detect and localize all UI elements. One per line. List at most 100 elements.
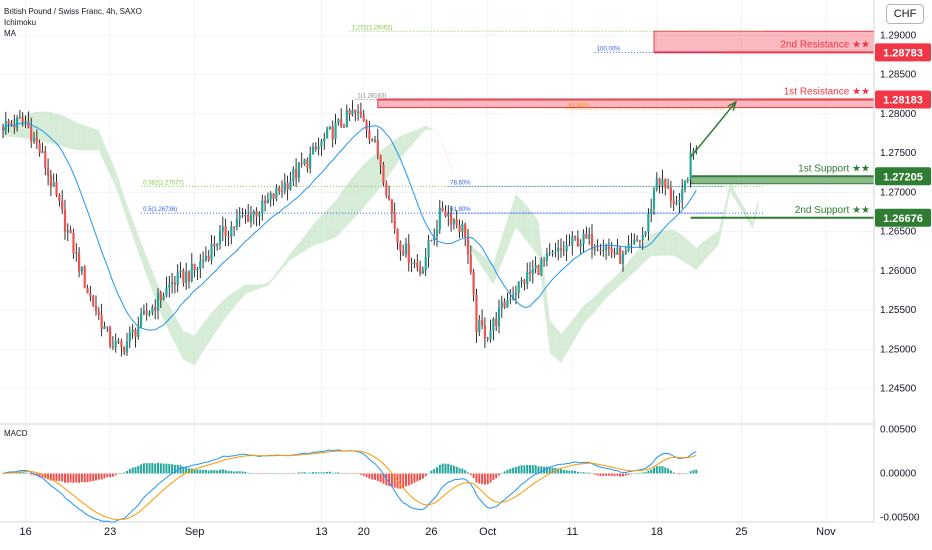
candle[interactable] (458, 225, 461, 232)
candle[interactable] (44, 151, 47, 169)
candle[interactable] (111, 345, 115, 348)
candle[interactable] (362, 115, 365, 122)
candle[interactable] (187, 271, 191, 282)
candle[interactable] (261, 200, 264, 214)
candle[interactable] (475, 294, 478, 333)
candle[interactable] (542, 260, 546, 262)
candle[interactable] (633, 239, 636, 244)
candle[interactable] (416, 262, 419, 268)
candle[interactable] (641, 235, 644, 241)
candle[interactable] (94, 305, 98, 312)
candle[interactable] (602, 249, 605, 252)
candle[interactable] (131, 329, 134, 333)
candle[interactable] (207, 255, 210, 260)
candle[interactable] (559, 247, 563, 251)
candle[interactable] (170, 282, 174, 285)
candle[interactable] (495, 318, 498, 326)
candle[interactable] (568, 245, 571, 247)
candle[interactable] (190, 263, 193, 282)
candle[interactable] (686, 179, 689, 181)
candle[interactable] (306, 159, 309, 169)
candle[interactable] (114, 340, 117, 348)
candle[interactable] (148, 312, 151, 315)
candle[interactable] (297, 162, 301, 179)
candle[interactable] (433, 236, 436, 241)
candle[interactable] (407, 243, 410, 263)
candle[interactable] (221, 226, 224, 232)
candle[interactable] (235, 219, 239, 227)
candle[interactable] (289, 181, 292, 190)
candle[interactable] (52, 181, 55, 187)
candle[interactable] (373, 139, 377, 142)
candle[interactable] (418, 267, 422, 274)
candle[interactable] (356, 111, 360, 114)
candle[interactable] (252, 211, 255, 215)
candle[interactable] (328, 126, 332, 129)
candle[interactable] (32, 137, 36, 142)
candle[interactable] (232, 226, 236, 228)
candle[interactable] (103, 326, 106, 330)
candle[interactable] (526, 271, 529, 285)
candle[interactable] (531, 268, 534, 274)
candle[interactable] (503, 301, 506, 308)
candle[interactable] (675, 202, 678, 205)
candle[interactable] (125, 341, 129, 353)
candle[interactable] (7, 120, 10, 124)
candle[interactable] (585, 233, 588, 239)
candle[interactable] (661, 179, 664, 186)
candle[interactable] (106, 326, 109, 328)
candle[interactable] (21, 118, 24, 123)
candle[interactable] (193, 263, 196, 271)
candle[interactable] (492, 318, 495, 331)
candle[interactable] (117, 340, 120, 342)
candle[interactable] (573, 236, 577, 238)
candle[interactable] (480, 319, 484, 326)
candle[interactable] (464, 223, 467, 237)
candle[interactable] (410, 262, 413, 265)
candle[interactable] (616, 247, 619, 255)
candle[interactable] (449, 213, 453, 225)
candle[interactable] (576, 237, 580, 247)
candle[interactable] (342, 126, 346, 128)
candle[interactable] (134, 329, 137, 337)
candle[interactable] (317, 146, 320, 150)
candle[interactable] (218, 231, 222, 245)
candle[interactable] (599, 250, 602, 252)
candle[interactable] (610, 248, 613, 253)
candle[interactable] (669, 187, 673, 201)
candle[interactable] (334, 123, 337, 140)
candle[interactable] (588, 234, 591, 239)
candle[interactable] (520, 279, 523, 282)
candle[interactable] (165, 287, 168, 296)
level-zone[interactable] (690, 175, 875, 185)
candle[interactable] (528, 271, 532, 274)
candle[interactable] (300, 162, 303, 165)
candle[interactable] (650, 208, 653, 214)
candle[interactable] (404, 243, 408, 255)
candle[interactable] (179, 270, 182, 273)
candle[interactable] (275, 187, 278, 199)
candle[interactable] (565, 245, 568, 252)
candle[interactable] (128, 332, 131, 342)
candle[interactable] (472, 271, 475, 295)
candle[interactable] (46, 168, 50, 176)
candle[interactable] (486, 338, 489, 340)
candle[interactable] (10, 123, 13, 125)
candle[interactable] (278, 187, 281, 192)
level-price-badge[interactable] (875, 208, 931, 227)
candle[interactable] (86, 287, 89, 294)
candle[interactable] (402, 250, 405, 255)
candle[interactable] (630, 243, 633, 245)
candle[interactable] (517, 281, 520, 293)
candle[interactable] (294, 169, 298, 179)
candle[interactable] (683, 180, 687, 190)
candle[interactable] (49, 175, 53, 187)
candle[interactable] (621, 253, 625, 264)
candle[interactable] (337, 119, 340, 124)
candle[interactable] (269, 193, 272, 200)
candle[interactable] (227, 236, 230, 238)
level-zone[interactable] (377, 98, 875, 109)
candle[interactable] (309, 154, 312, 169)
candle[interactable] (314, 146, 317, 150)
